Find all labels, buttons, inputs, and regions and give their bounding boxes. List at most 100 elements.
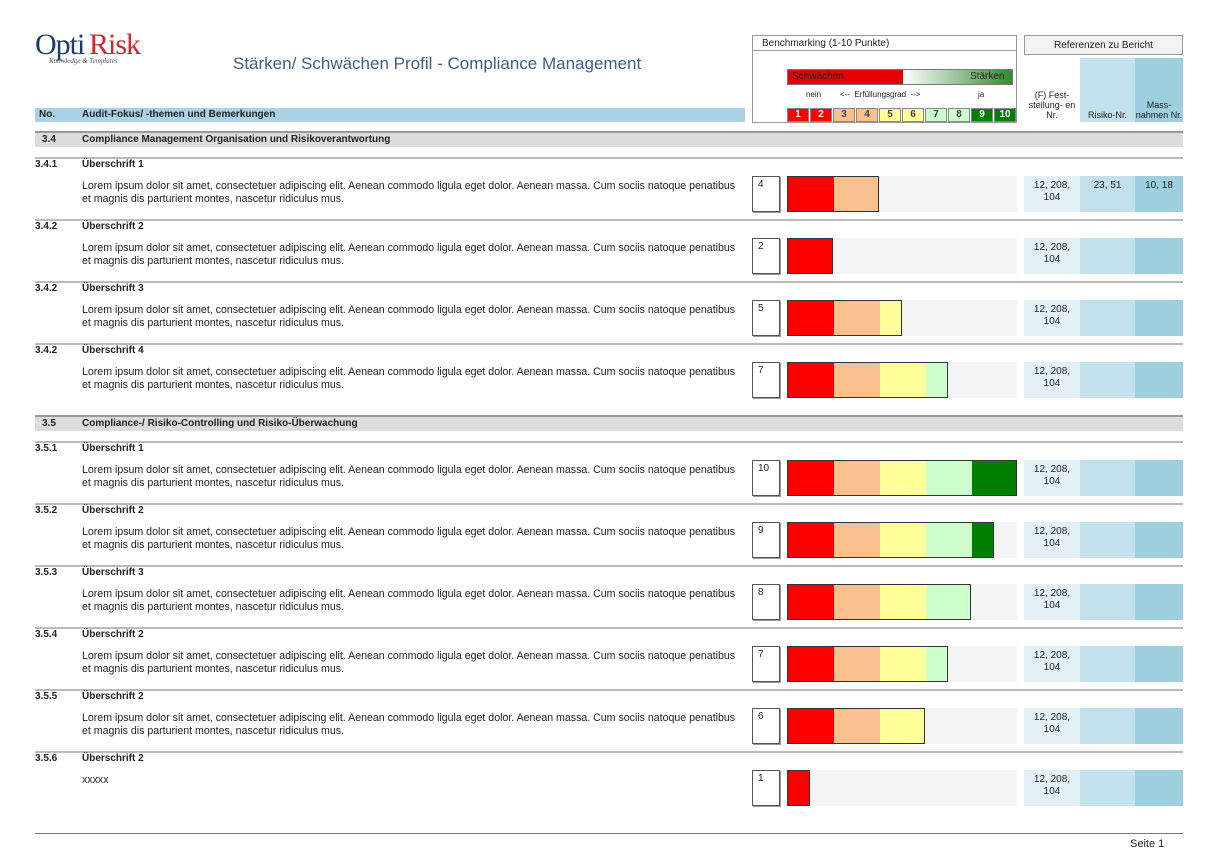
item-rule [35,343,1183,345]
scale-box: 5 [879,108,901,122]
references-title: Referenzen zu Bericht [1024,35,1183,55]
score-box: 9 [752,522,780,558]
logo-tagline: Knowledge & Templates [49,57,118,65]
item-rule [35,627,1183,629]
score-box: 7 [752,646,780,682]
item-text: Lorem ipsum dolor sit amet, consectetuer… [82,526,736,551]
reference-column-header: Mass- nahmen Nr. [1135,58,1183,122]
scale-box: 1 [787,108,809,122]
item-rule [35,751,1183,753]
score-bar [787,362,948,398]
reference-cell: 12, 208, 104 [1024,646,1080,682]
reference-cell [1135,770,1183,806]
reference-cell: 12, 208, 104 [1024,362,1080,398]
item-title: Überschrift 2 [82,505,144,516]
reference-column-header: (F) Fest- stellung- en Nr. [1024,58,1080,122]
item-title: Überschrift 2 [82,221,144,232]
scale-box: 6 [902,108,924,122]
section-row [35,417,1183,431]
scale-box: 9 [971,108,993,122]
score-bar [787,460,1017,496]
item-title: Überschrift 4 [82,345,144,356]
item-title: Überschrift 2 [82,753,144,764]
reference-cell [1135,362,1183,398]
score-bar [787,584,971,620]
logo-name: Opti [35,28,85,61]
title: Stärken/ Schwächen Profil - Compliance M… [233,54,642,73]
item-rule [35,441,1183,443]
findings-text: 12, 208, 104 [1033,464,1071,487]
reference-cell [1135,300,1183,336]
item-rule [35,503,1183,505]
reference-cell [1135,238,1183,274]
item-text: Lorem ipsum dolor sit amet, consectetuer… [82,650,736,675]
reference-cell [1080,522,1135,558]
reference-cell [1135,708,1183,744]
score-bar [787,176,879,212]
item-text: Lorem ipsum dolor sit amet, consectetuer… [82,464,736,489]
reference-column-header: Risiko-Nr. [1080,58,1135,122]
section-title: Compliance Management Organisation und R… [82,134,391,145]
score-bar [787,646,948,682]
item-title: Überschrift 2 [82,629,144,640]
item-rule [35,689,1183,691]
logo: Opti Risk Knowledge & Templates [35,28,155,68]
item-text: xxxxx [82,774,109,786]
reference-cell [1080,770,1135,806]
findings-text: 12, 208, 104 [1033,588,1071,611]
risks-text: 23, 51 [1093,180,1122,191]
column-label: Audit-Fokus/ -themen und Bemerkungen [82,109,276,120]
item-rule [35,281,1183,283]
scale-box: 3 [833,108,855,122]
reference-cell [1080,362,1135,398]
reference-cell [1080,300,1135,336]
section-id: 3.5 [42,418,56,429]
reference-cell [1135,460,1183,496]
item-id: 3.5.2 [35,505,58,516]
reference-cell: 12, 208, 104 [1024,522,1080,558]
reference-cell [1080,238,1135,274]
item-id: 3.4.2 [35,221,58,232]
yes-label: ja [978,90,985,99]
header-bar [35,108,745,122]
scale-box: 7 [925,108,947,122]
findings-text: 12, 208, 104 [1033,366,1071,389]
findings-text: 12, 208, 104 [1033,242,1071,265]
score-track [787,770,1017,806]
score-bar [787,770,810,806]
benchmark-box [752,35,1017,123]
item-title: Überschrift 1 [82,443,144,454]
score-box: 6 [752,708,780,744]
section-rule [35,415,1183,417]
score-bar [787,522,994,558]
item-text: Lorem ipsum dolor sit amet, consectetuer… [82,180,736,205]
section-rule [35,131,1183,133]
reference-cell: 12, 208, 104 [1024,584,1080,620]
score-bar [787,708,925,744]
weak-strong-bar [787,69,1013,85]
item-rule [35,565,1183,567]
scale-box: 10 [994,108,1016,122]
item-text: Lorem ipsum dolor sit amet, consectetuer… [82,712,736,737]
reference-cell [1080,460,1135,496]
reference-cell [1135,646,1183,682]
reference-cell: 23, 51 [1080,176,1135,212]
strong-label: Stärken [970,71,1005,82]
logo-name: Risk [89,28,141,61]
section-title: Compliance-/ Risiko-Controlling und Risi… [82,418,358,429]
findings-text: 12, 208, 104 [1033,712,1071,735]
weak-label: Schwächen [792,71,844,82]
scale-label: <-- Erfüllungsgrad --> [840,90,921,99]
reference-cell [1135,522,1183,558]
item-id: 3.5.4 [35,629,58,640]
score-bar [787,238,833,274]
findings-text: 12, 208, 104 [1033,774,1071,797]
item-id: 3.4.2 [35,283,58,294]
score-box: 4 [752,176,780,212]
score-box: 10 [752,460,780,496]
benchmark-title: Benchmarking (1-10 Punkte) [752,35,1017,51]
score-box: 8 [752,584,780,620]
reference-cell [1080,708,1135,744]
scale-box: 2 [810,108,832,122]
